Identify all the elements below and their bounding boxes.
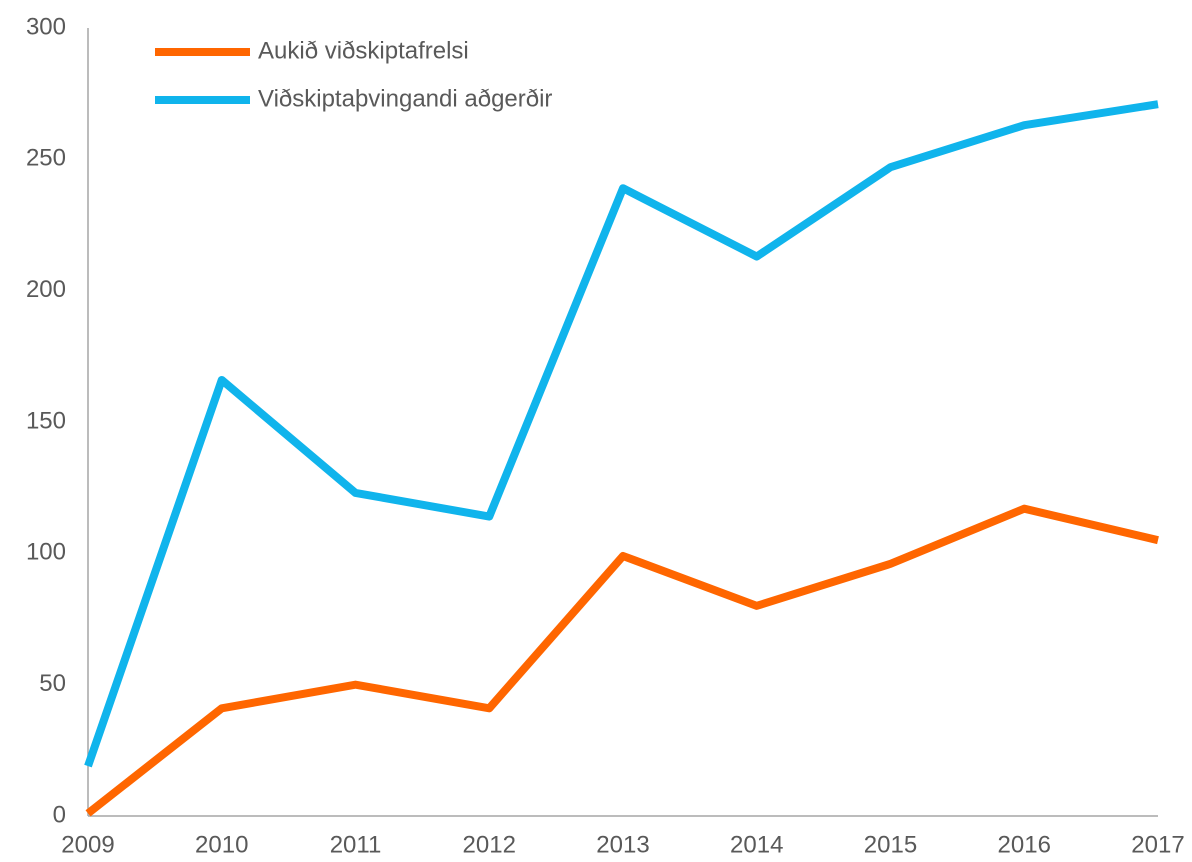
y-tick-label: 150 [26,407,66,434]
x-tick-label: 2017 [1131,831,1184,858]
x-tick-label: 2011 [330,831,382,858]
y-tick-label: 300 [26,13,66,40]
x-tick-label: 2009 [61,831,114,858]
y-tick-label: 100 [26,539,66,566]
series-line [85,504,1159,817]
y-tick-label: 200 [26,276,66,303]
y-tick-label: 50 [39,670,66,697]
x-tick-label: 2010 [195,831,248,858]
y-tick-label: 0 [53,801,66,828]
series-line [84,100,1159,768]
legend-label: Aukið viðskiptafrelsi [258,37,469,64]
x-tick-label: 2013 [596,831,649,858]
x-tick-label: 2014 [730,831,783,858]
legend-label: Viðskiptaþvingandi aðgerðir [258,85,552,112]
x-tick-label: 2015 [864,831,917,858]
x-tick-label: 2016 [998,831,1051,858]
x-tick-label: 2012 [463,831,516,858]
y-tick-label: 250 [26,145,66,172]
